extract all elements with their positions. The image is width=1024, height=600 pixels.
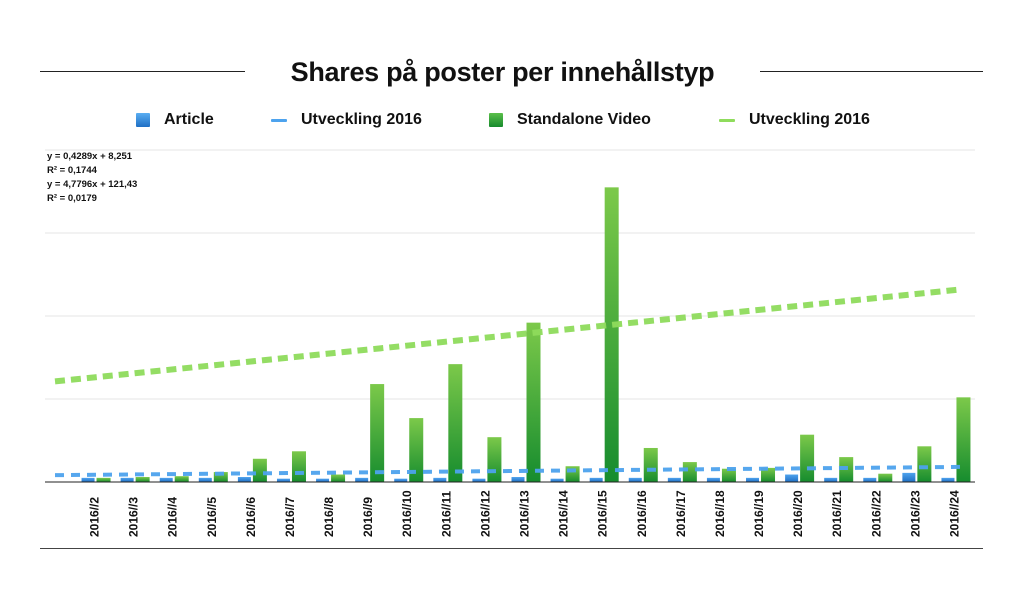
legend-label-article: Article [164,111,214,128]
x-tick-label-3: 2016//4 [166,497,180,537]
bar-video-10 [448,364,463,482]
x-tick-label-14: 2016//15 [596,490,610,537]
grid-lines [45,149,975,400]
bar-article-4 [198,477,212,482]
legend-item-article: Article [136,106,214,134]
bar-video-22 [917,446,932,482]
legend-item-video: Standalone Video [489,106,651,134]
bar-video-14 [604,187,619,482]
bar-article-13 [550,478,564,482]
x-tick-label-6: 2016//7 [283,497,297,537]
bar-video-3 [174,476,189,482]
legend-label-trend-article: Utveckling 2016 [301,111,422,128]
x-tick-label-7: 2016//8 [322,497,336,537]
bar-video-8 [370,384,385,482]
x-tick-label-2: 2016//3 [127,497,141,537]
bar-article-10 [433,477,447,482]
bar-article-11 [472,478,486,482]
equation-video: y = 4,7796x + 121,43 [47,179,138,190]
bar-video-19 [800,434,815,482]
bar-video-18 [761,467,776,482]
bar-article-6 [276,478,290,482]
title-rule-right [760,71,983,72]
bar-video-6 [291,451,306,482]
legend-item-trend-article: Utveckling 2016 [271,106,422,134]
bar-article-3 [159,477,173,482]
bar-article-23 [941,477,955,482]
x-tick-label-8: 2016//9 [361,497,375,537]
bar-video-7 [331,474,346,482]
x-tick-label-12: 2016//13 [518,490,532,537]
bar-article-9 [394,478,408,482]
bar-video-23 [956,397,971,482]
legend-swatch-trend-video [719,118,735,122]
r-squared-article: R² = 0,1744 [47,165,97,176]
bar-article-7 [316,478,330,482]
legend-label-trend-video: Utveckling 2016 [749,111,870,128]
bar-article-22 [902,472,916,482]
x-tick-label-16: 2016//17 [674,490,688,537]
x-tick-label-22: 2016//23 [908,490,922,537]
bar-video-11 [487,437,502,482]
bar-video-4 [213,472,228,482]
legend-swatch-video [489,113,503,127]
x-tick-label-9: 2016//10 [400,490,414,537]
bar-article-5 [237,477,251,482]
bar-video-5 [252,458,267,482]
bar-video-17 [721,468,736,482]
r-squared-video: R² = 0,0179 [47,193,97,204]
chart-legend: Article Utveckling 2016 Standalone Video… [0,106,1024,134]
chart-title: Shares på poster per innehållstyp [290,57,715,87]
bar-article-17 [706,477,720,482]
trendline-article [54,464,961,478]
bar-video-12 [526,322,541,482]
x-tick-label-19: 2016//20 [791,490,805,537]
bar-video-9 [409,418,424,482]
x-tick-label-1: 2016//2 [88,497,102,537]
bar-video-16 [682,462,697,482]
title-rule-left [40,71,245,72]
bar-video-1 [96,477,111,482]
x-tick-label-13: 2016//14 [557,490,571,537]
x-tick-label-21: 2016//22 [869,490,883,537]
bar-article-21 [863,477,877,482]
bar-article-20 [824,477,838,482]
legend-item-trend-video: Utveckling 2016 [719,106,870,134]
x-tick-label-4: 2016//5 [205,497,219,537]
x-tick-label-15: 2016//16 [635,490,649,537]
x-tick-label-11: 2016//12 [478,490,492,537]
x-tick-label-20: 2016//21 [830,490,844,537]
bar-article-16 [667,477,681,482]
x-tick-label-17: 2016//18 [713,490,727,537]
bar-article-15 [628,477,642,482]
x-tick-label-10: 2016//11 [439,491,453,537]
equation-article: y = 0,4289x + 8,251 [47,151,133,162]
bar-article-18 [746,477,760,482]
legend-swatch-trend-article [271,118,287,122]
legend-label-video: Standalone Video [517,111,651,128]
x-tick-label-5: 2016//6 [244,497,258,537]
bar-article-8 [355,477,369,482]
bar-video-21 [878,473,893,482]
bar-video-2 [135,477,150,482]
trendline-video [54,286,961,385]
x-tick-label-23: 2016//24 [947,490,961,537]
x-tick-label-18: 2016//19 [752,490,766,537]
bar-video-15 [643,447,658,482]
bottom-rule [40,548,983,549]
trendline-equations: y = 0,4289x + 8,251 R² = 0,1744 y = 4,77… [47,150,137,206]
bar-article-14 [589,477,603,482]
bar-article-1 [81,477,95,482]
bar-article-12 [511,477,525,482]
bar-article-19 [785,474,799,482]
trendlines [54,286,961,478]
x-axis: 2016//2 2016//3 2016//4 2016//5 2016//6 2016/… [45,481,975,537]
chart-title-row: Shares på poster per innehållstyp [40,50,983,94]
legend-swatch-article [136,113,150,127]
bar-article-2 [120,477,134,482]
